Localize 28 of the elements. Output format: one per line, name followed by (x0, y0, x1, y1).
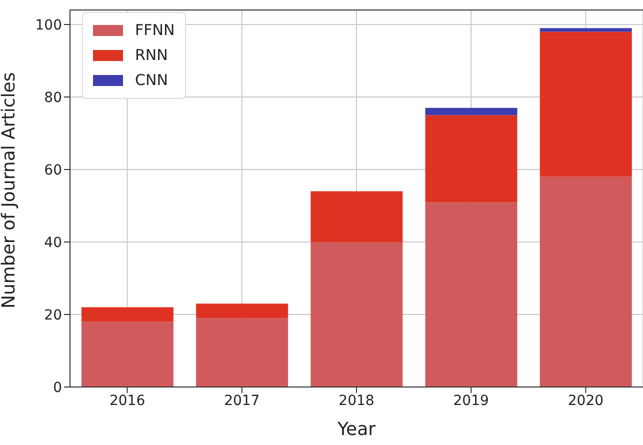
legend-label: RNN (135, 45, 168, 66)
y-tick-label: 20 (44, 307, 62, 324)
bar (81, 322, 174, 387)
bar (425, 115, 518, 202)
y-tick-label: 0 (53, 380, 62, 396)
y-axis-title: Number of Journal Articles (0, 72, 20, 308)
x-tick-label: 2016 (109, 392, 146, 409)
bar (81, 307, 174, 322)
y-tick-label: 100 (35, 17, 62, 34)
y-tick-label: 80 (44, 90, 62, 106)
y-tick-label: 60 (44, 162, 62, 178)
bar (540, 28, 632, 32)
bar (540, 32, 632, 177)
x-tick-label: 2017 (224, 392, 260, 409)
bar (310, 242, 403, 387)
x-tick-label: 2020 (568, 392, 604, 409)
legend-label: CNN (135, 70, 168, 91)
bar (425, 202, 518, 387)
legend-label: FFNN (135, 20, 175, 41)
bar (540, 176, 632, 387)
y-tick-label: 40 (44, 234, 62, 251)
bar (310, 191, 403, 242)
bar (196, 304, 288, 318)
x-tick-label: 2019 (453, 392, 489, 409)
x-tick-label: 2018 (338, 392, 374, 409)
bar (425, 108, 518, 116)
bar (196, 318, 288, 387)
x-axis-title: Year (336, 419, 376, 440)
